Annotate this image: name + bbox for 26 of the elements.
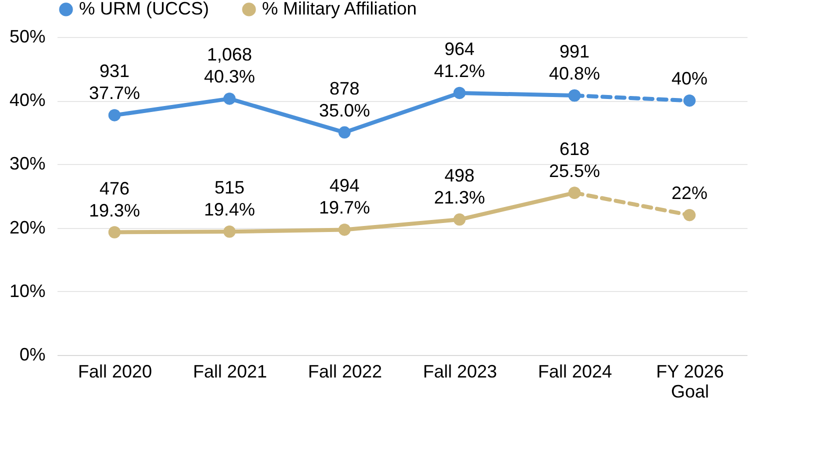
x-tick-label: Fall 2022 xyxy=(308,362,382,382)
data-label: 1,068 40.3% xyxy=(204,44,256,87)
data-label: 515 19.4% xyxy=(204,178,256,220)
data-label: 498 21.3% xyxy=(434,166,486,208)
data-label: 476 19.3% xyxy=(88,178,140,220)
y-tick-label: 40% xyxy=(9,90,46,110)
x-tick-label: FY 2026 Goal xyxy=(656,362,724,402)
data-label: 964 41.2% xyxy=(434,38,486,81)
data-label: 40% xyxy=(671,68,708,89)
y-tick-label: 30% xyxy=(9,154,46,174)
data-label: 618 25.5% xyxy=(548,138,600,181)
x-tick-label: Fall 2023 xyxy=(422,362,498,382)
data-label: 878 35.0% xyxy=(318,78,370,120)
legend-label: % URM (UCCS) xyxy=(79,0,209,18)
legend-label: % Military Affiliation xyxy=(262,0,417,18)
x-tick-label: Fall 2024 xyxy=(538,362,612,382)
y-tick-label: 50% xyxy=(9,26,46,46)
data-label: 494 19.7% xyxy=(318,176,370,218)
data-label: 991 40.8% xyxy=(548,42,600,84)
y-tick-label: 0% xyxy=(19,344,46,364)
x-tick-label: Fall 2020 xyxy=(78,362,152,382)
y-tick-label: 20% xyxy=(9,217,46,238)
data-label: 931 37.7% xyxy=(88,61,140,104)
y-tick-label: 10% xyxy=(9,280,46,301)
x-tick-label: Fall 2021 xyxy=(192,362,268,382)
data-label: 22% xyxy=(671,183,708,204)
